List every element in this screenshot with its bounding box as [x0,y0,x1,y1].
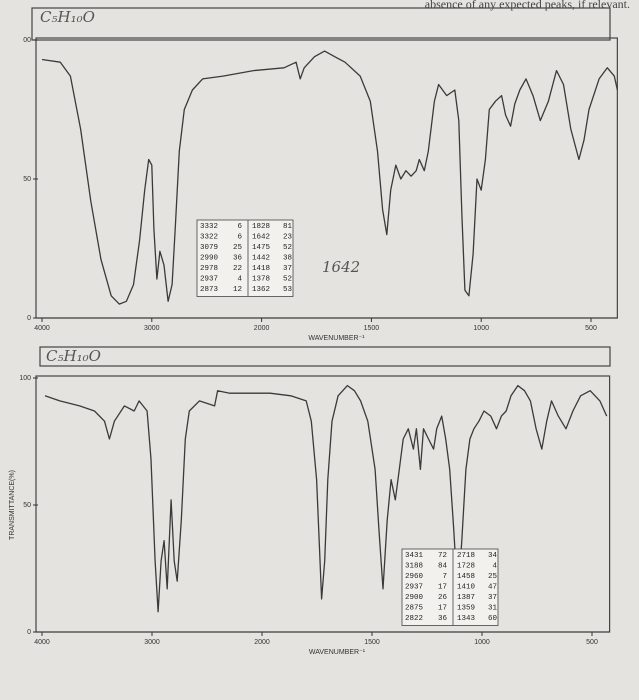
y-tick-label: 00 [23,37,31,44]
peak-table-cell: 2937 [405,583,423,591]
peak-table-cell: 4 [492,562,497,570]
peak-table-cell: 26 [438,594,448,602]
spectrum-line [44,384,608,613]
y-tick-label: 0 [27,629,31,636]
peak-table-cell: 3079 [200,244,218,252]
peak-table-cell: 2718 [457,552,475,560]
peak-table-cell: 1359 [457,604,475,612]
peak-table-cell: 2937 [200,275,218,283]
peak-table-cell: 7 [442,573,447,581]
peak-table-cell: 17 [438,604,447,612]
y-tick-label: 100 [19,375,31,382]
peak-table-cell: 38 [283,254,292,262]
peak-table-cell: 1378 [252,275,270,283]
peak-table-cell: 25 [233,244,243,252]
peak-table-cell: 84 [438,562,448,570]
x-tick-label: 3000 [144,639,160,646]
y-axis-label: TRANSMITTANCE(%) [9,470,16,540]
page-text: absence of any expected peaks, if releva… [425,0,630,11]
x-axis-label: WAVENUMBER⁻¹ [309,649,366,656]
peak-table-cell: 60 [488,615,498,623]
title-box [39,346,611,367]
peak-table-cell: 37 [283,265,292,273]
peak-table-cell: 52 [283,275,292,283]
peak-table-cell: 2960 [405,573,424,581]
peak-table-cell: 1828 [252,223,270,231]
y-tick-label: 50 [23,176,31,183]
spectrum-line [41,50,619,305]
x-tick-label: 2000 [254,639,270,646]
peak-table-cell: 31 [488,604,498,612]
peak-table-cell: 1458 [457,573,475,581]
peak-table-cell: 12 [233,286,242,294]
x-tick-label: 1500 [364,325,380,332]
peak-table-cell: 53 [283,286,293,294]
x-tick-label: 500 [585,325,597,332]
peak-table-cell: 52 [283,244,292,252]
peak-table-cell: 36 [438,615,448,623]
peak-table-cell: 47 [488,583,497,591]
peak-table-cell: 37 [488,594,497,602]
peak-table-cell: 3431 [405,552,424,560]
peak-table-cell: 2900 [405,594,424,602]
x-tick-label: 2000 [254,325,270,332]
peak-table-cell: 6 [237,223,242,231]
peak-table-box [401,548,499,626]
peak-table-cell: 17 [438,583,447,591]
peak-table-cell: 1362 [252,286,270,294]
peak-table-cell: 1442 [252,254,270,262]
peak-table-cell: 1418 [252,265,270,273]
x-tick-label: 1000 [474,639,490,646]
x-tick-label: 4000 [34,639,50,646]
peak-table-cell: 72 [438,552,447,560]
peak-table-cell: 1343 [457,615,476,623]
peak-table-cell: 22 [233,265,242,273]
peak-table-cell: 1410 [457,583,476,591]
peak-table-cell: 1475 [252,244,271,252]
peak-table-cell: 36 [233,254,243,262]
peak-table-box [196,219,294,297]
annotation: 1642 [322,258,360,276]
peak-table-cell: 2990 [200,254,219,262]
peak-table-cell: 2822 [405,615,423,623]
y-tick-label: 0 [27,315,31,322]
peak-table-cell: 2873 [200,286,219,294]
x-tick-label: 500 [586,639,598,646]
peak-table-cell: 3322 [200,233,218,241]
title-box [31,7,611,41]
x-tick-label: 4000 [34,325,50,332]
peak-table-cell: 25 [488,573,498,581]
peak-table-cell: 34 [488,552,498,560]
peak-table-cell: 6 [237,233,242,241]
peak-table-cell: 4 [237,275,242,283]
peak-table-cell: 2875 [405,604,424,612]
y-tick-label: 50 [23,502,31,509]
peak-table-cell: 3188 [405,562,423,570]
peak-table-cell: 1387 [457,594,475,602]
peak-table-cell: 1642 [252,233,270,241]
peak-table-cell: 3332 [200,223,218,231]
chart-title: C₅H₁₀O [46,347,101,365]
peak-table-cell: 1728 [457,562,475,570]
peak-table-cell: 81 [283,223,293,231]
peak-table-cell: 23 [283,233,293,241]
peak-table-cell: 2978 [200,265,218,273]
chart-title: C₅H₁₀O [40,8,95,26]
x-tick-label: 1000 [473,325,489,332]
x-axis-label: WAVENUMBER⁻¹ [308,335,365,342]
x-tick-label: 1500 [364,639,380,646]
x-tick-label: 3000 [144,325,160,332]
